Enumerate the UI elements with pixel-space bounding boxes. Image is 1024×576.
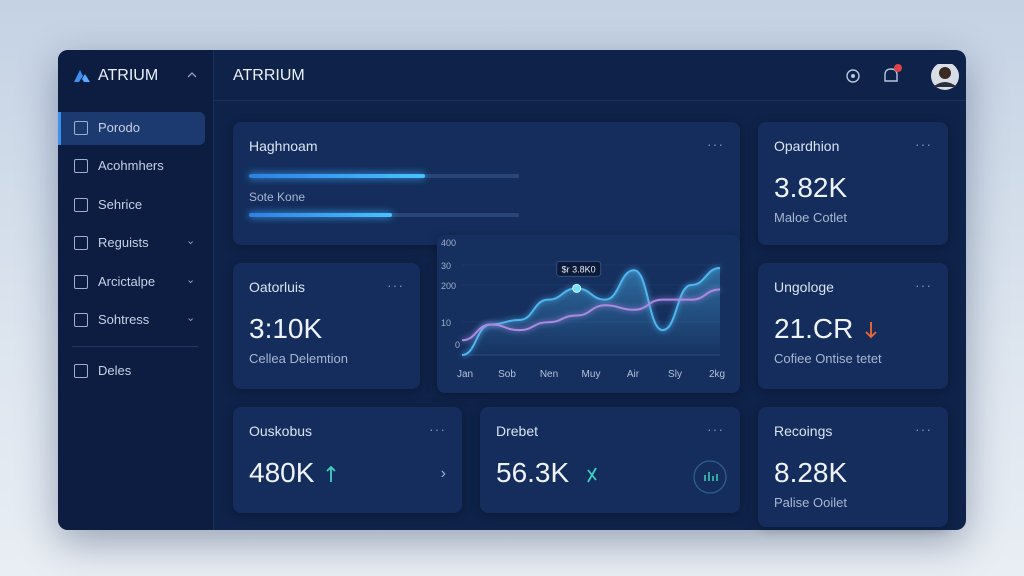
stat-value: 3:10K — [249, 313, 323, 344]
y-tick-label: 400 — [441, 238, 456, 248]
nav-item[interactable]: Porodo — [98, 120, 140, 135]
card-title: Oatorluis — [249, 279, 306, 295]
more-menu[interactable]: ··· — [707, 421, 724, 437]
mini-chart-button[interactable] — [692, 459, 728, 495]
stat-card: Ouskobus ··· 480K › — [233, 407, 462, 513]
stat-value: 56.3K — [496, 457, 570, 488]
series-line — [461, 288, 721, 342]
stat-card: Ungologe ··· 21.CR Cofiee Ontise tetet — [758, 263, 948, 389]
stat-value: 8.28K — [774, 457, 848, 488]
trend-arrow — [865, 322, 877, 339]
progress-fill — [249, 174, 425, 178]
x-tick-label: Sly — [668, 369, 682, 380]
nav-item[interactable]: Sehrice — [98, 197, 143, 212]
more-menu[interactable]: ··· — [429, 421, 446, 437]
stat-caption: Palise Ooilet — [774, 495, 847, 510]
stat-card: Recoings ··· 8.28K Palise Ooilet — [758, 407, 948, 527]
tooltip-text: $r 3.8K0 — [562, 264, 596, 274]
x-tick-label: 2kg — [709, 369, 725, 380]
tooltip-bg — [556, 260, 602, 277]
nav-chevron[interactable]: ⌄ — [186, 274, 196, 286]
stat-caption: Cellea Delemtion — [249, 351, 348, 366]
more-menu[interactable]: ··· — [915, 277, 932, 293]
chart-card: 400 30 200 10 0 Jan Sob Nen Muy Air Sly 2kg $r 3.8K0 — [437, 235, 740, 393]
nav-item[interactable]: Deles — [98, 363, 132, 378]
header-actions — [846, 64, 959, 90]
progress-label: Sote Kone — [249, 190, 306, 204]
nav-icon — [74, 236, 88, 250]
card-title: Ungologe — [774, 279, 834, 295]
trend-icon — [865, 322, 877, 339]
notification-icon[interactable] — [884, 64, 902, 82]
card-title: Opardhion — [774, 138, 840, 154]
trend-arrow — [587, 467, 597, 483]
stat-value: 480K — [249, 457, 315, 488]
nav-item[interactable]: Arcictalpe — [98, 274, 156, 289]
y-tick-label: 10 — [441, 318, 451, 328]
x-tick-label: Air — [627, 369, 640, 380]
nav-active-indicator — [58, 112, 61, 145]
stat-card: Opardhion ··· 3.82K Maloe Cotlet — [758, 122, 948, 245]
collapse-icon[interactable] — [186, 70, 198, 80]
top-bar: ATRRIUM — [213, 50, 966, 101]
card-title: Drebet — [496, 423, 539, 439]
stat-card: Oatorluis ··· 3:10K Cellea Delemtion — [233, 263, 420, 389]
progress-fill — [249, 213, 393, 217]
stat-card: Drebet ··· 56.3K — [480, 407, 740, 513]
line-chart: 400 30 200 10 0 Jan Sob Nen Muy Air Sly 2kg $r 3.8K0 — [441, 238, 725, 380]
nav-divider — [72, 346, 198, 347]
y-tick-label: 0 — [455, 340, 460, 350]
nav-active-bg — [58, 112, 205, 145]
settings-icon[interactable] — [846, 69, 860, 83]
button-ring — [693, 460, 727, 494]
sidebar: ATRIUM Porodo Acohmhers Sehrice Reguists ⌄ Ar… — [58, 50, 214, 530]
user-avatar[interactable] — [931, 64, 959, 90]
stat-value: 21.CR — [774, 313, 854, 344]
nav-item[interactable]: Acohmhers — [98, 158, 164, 173]
y-tick-label: 200 — [441, 281, 456, 291]
y-tick-label: 30 — [441, 261, 451, 271]
more-menu[interactable]: ··· — [387, 277, 404, 293]
series-line — [461, 266, 721, 356]
button-bars — [704, 472, 718, 481]
x-tick-label: Sob — [498, 369, 516, 380]
stat-caption: Maloe Cotlet — [774, 210, 847, 225]
x-tick-label: Nen — [540, 369, 558, 380]
nav-icon — [74, 159, 88, 173]
more-menu[interactable]: ··· — [915, 421, 932, 437]
x-tick-label: Jan — [457, 369, 473, 380]
nav-icon — [74, 198, 88, 212]
more-menu[interactable]: ··· — [707, 136, 724, 152]
trend-icon — [587, 467, 597, 483]
open-chevron[interactable]: › — [440, 465, 446, 482]
nav-chevron[interactable]: ⌄ — [186, 312, 196, 324]
brand-logo — [74, 70, 90, 82]
nav-icon — [74, 313, 88, 327]
brand-name: ATRIUM — [98, 67, 159, 84]
stat-caption: Cofiee Ontise tetet — [774, 351, 882, 366]
nav-icon — [74, 275, 88, 289]
page-title: ATRRIUM — [233, 67, 305, 84]
trend-icon — [326, 465, 336, 482]
card-title: Ouskobus — [249, 423, 313, 439]
highlight-point — [572, 283, 582, 293]
more-menu[interactable]: ··· — [915, 136, 932, 152]
nav-item[interactable]: Sohtress — [98, 312, 150, 327]
nav-icon — [74, 121, 88, 135]
trend-arrow — [326, 465, 336, 482]
nav-chevron[interactable]: ⌄ — [186, 235, 196, 247]
card-title: Recoings — [774, 423, 833, 439]
progress-card: Haghnoam ··· Sote Kone — [233, 122, 740, 245]
nav-icon — [74, 364, 88, 378]
x-tick-label: Muy — [582, 369, 601, 380]
stat-value: 3.82K — [774, 172, 848, 203]
card-title: Haghnoam — [249, 138, 318, 154]
nav-item[interactable]: Reguists — [98, 235, 149, 250]
